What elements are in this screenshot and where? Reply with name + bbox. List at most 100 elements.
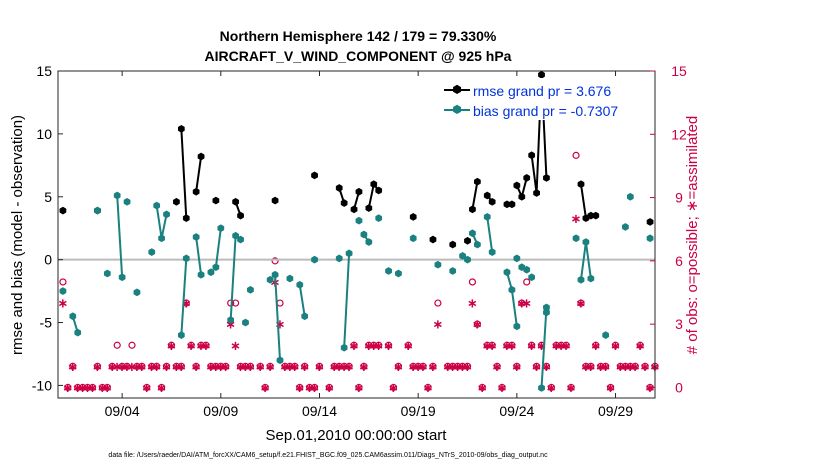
obs-assimilated-marker: ∗	[220, 360, 231, 375]
obs-possible-marker	[98, 383, 107, 392]
obs-assimilated-marker: ∗	[324, 381, 335, 396]
obs-assimilated-marker: ∗	[131, 360, 142, 375]
bias-point	[69, 312, 77, 321]
legend: ⬢ rmse grand pr = 3.676 ⬢ bias grand pr …	[438, 78, 652, 120]
left-y-axis-label: rmse and bias (model - observation)	[9, 115, 26, 355]
bias-point	[296, 280, 304, 289]
obs-possible-marker	[577, 299, 585, 307]
obs-possible-marker	[547, 383, 555, 392]
obs-possible-marker	[246, 362, 255, 370]
rmse-point	[335, 184, 343, 192]
bias-point	[158, 234, 165, 243]
obs-assimilated-marker: ∗	[191, 360, 202, 375]
obs-assimilated-marker: ∗	[235, 360, 246, 375]
bias-point	[276, 356, 284, 365]
obs-assimilated-marker: ∗	[107, 360, 118, 375]
obs-assimilated-marker: ∗	[571, 212, 582, 227]
bias-point	[523, 265, 531, 274]
bias-point	[543, 308, 550, 317]
bias-point	[572, 234, 580, 243]
obs-possible-marker	[641, 362, 649, 370]
obs-possible-marker	[360, 362, 368, 370]
obs-assimilated-marker: ∗	[245, 360, 256, 375]
obs-possible-marker	[158, 383, 166, 392]
rmse-point	[355, 187, 363, 196]
obs-assimilated-marker: ∗	[418, 360, 429, 375]
obs-possible-marker	[241, 362, 250, 370]
obs-assimilated-marker: ∗	[127, 360, 138, 375]
rmse-line-segment	[195, 156, 203, 192]
obs-possible-marker	[291, 362, 299, 370]
obs-possible-marker	[197, 341, 205, 349]
bias-point	[94, 206, 101, 215]
obs-possible-marker	[463, 362, 472, 370]
rmse-point	[232, 197, 239, 206]
obs-assimilated-marker: ∗	[408, 360, 419, 375]
obs-assimilated-marker: ∗	[590, 339, 601, 354]
obs-possible-marker	[611, 341, 620, 349]
rmse-point	[538, 70, 545, 79]
rmse-point	[237, 211, 244, 220]
obs-possible-marker	[123, 362, 131, 370]
obs-assimilated-marker: ∗	[225, 318, 236, 333]
rmse-line-segment	[180, 128, 188, 219]
obs-possible-marker	[59, 278, 67, 286]
rmse-point	[212, 196, 220, 205]
obs-possible-marker	[449, 362, 457, 370]
obs-possible-marker	[162, 362, 171, 370]
rmse-line-segment	[530, 73, 548, 194]
bias-point	[133, 288, 141, 297]
obs-assimilated-marker: ∗	[186, 339, 197, 354]
x-tick-label: 09/14	[302, 403, 337, 419]
obs-assimilated-marker: ∗	[393, 360, 404, 375]
left-y-tick-label: 10	[36, 126, 52, 142]
obs-assimilated-marker: ∗	[196, 339, 207, 354]
obs-assimilated-marker: ∗	[615, 360, 626, 375]
right-y-axis: 0 3 6 9 12 15	[650, 63, 687, 395]
bias-point	[503, 268, 511, 277]
obs-assimilated-marker: ∗	[339, 360, 350, 375]
obs-assimilated-marker: ∗	[526, 339, 537, 354]
obs-possible-marker	[172, 362, 181, 370]
obs-assimilated-marker: ∗	[265, 360, 276, 375]
bias-line-segment	[343, 253, 351, 348]
bias-point	[335, 254, 343, 263]
obs-possible-marker	[616, 362, 625, 370]
obs-possible-marker	[310, 383, 319, 392]
obs-assimilated-marker: ∗	[344, 360, 355, 375]
x-tick-label: 09/04	[105, 403, 140, 419]
obs-assimilated-marker: ∗	[77, 381, 88, 396]
obs-assimilated-marker: ∗	[413, 360, 424, 375]
rmse-point	[513, 181, 521, 190]
bias-point	[365, 238, 373, 246]
obs-assimilated-marker: ∗	[625, 360, 636, 375]
obs-possible-marker	[340, 362, 348, 370]
obs-possible-marker	[498, 383, 506, 392]
x-tick-label: 09/09	[203, 403, 238, 419]
bias-point	[197, 270, 205, 279]
obs-possible-marker	[187, 341, 195, 349]
obs-possible-marker	[429, 362, 437, 370]
bias-point	[469, 229, 476, 238]
x-axis: 09/04 09/09 09/14 09/19 09/24 09/29	[105, 71, 633, 419]
obs-possible-marker	[330, 362, 338, 370]
obs-assimilated-marker: ∗	[181, 297, 192, 312]
rmse-point	[271, 196, 279, 205]
obs-possible-marker	[631, 362, 639, 370]
legend-rmse-marker: ⬢	[452, 84, 462, 96]
rmse-point	[197, 152, 205, 161]
obs-assimilated-marker: ∗	[112, 360, 123, 375]
bias-line-segment	[298, 284, 306, 317]
x-axis-label: Sep.01,2010 00:00:00 start	[266, 427, 448, 444]
bias-point	[513, 254, 521, 263]
rmse-point	[59, 206, 67, 215]
bias-point	[232, 231, 239, 240]
obs-possible-marker	[567, 383, 575, 392]
obs-assimilated-marker: ∗	[442, 360, 453, 375]
rmse-point	[177, 124, 185, 133]
series-layer	[59, 70, 654, 392]
obs-assimilated-marker: ∗	[516, 297, 527, 312]
bias-point	[459, 251, 466, 260]
obs-possible-marker	[296, 383, 304, 392]
chart-title-line2: AIRCRAFT_V_WIND_COMPONENT @ 925 hPa	[205, 48, 512, 64]
